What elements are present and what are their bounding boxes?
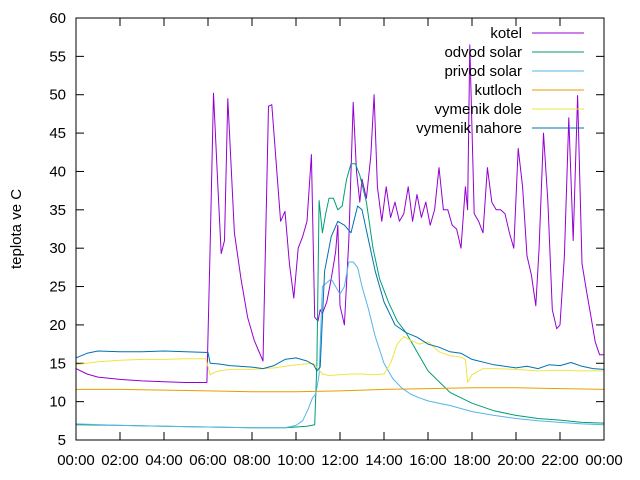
legend-label: odvod solar [444, 44, 522, 61]
y-tick-label: 20 [49, 317, 66, 334]
series-line-0 [76, 44, 604, 383]
x-tick-label: 00:00 [57, 452, 95, 469]
x-tick-label: 06:00 [189, 452, 227, 469]
legend-label: vymenik nahore [416, 120, 522, 137]
legend: kotel odvod solar privod solar kutloch vymen… [416, 25, 584, 137]
x-tick-label: 10:00 [277, 452, 315, 469]
x-tick-label: 12:00 [321, 452, 359, 469]
y-tick-label: 30 [49, 240, 66, 257]
y-tick-label: 10 [49, 394, 66, 411]
x-tick-label: 16:00 [409, 452, 447, 469]
series-line-4 [76, 335, 604, 383]
series-layer [76, 44, 604, 429]
y-axis-label: teplota ve C [8, 189, 25, 269]
x-tick-label: 18:00 [453, 452, 491, 469]
series-line-1 [76, 163, 604, 429]
legend-label: kutloch [474, 82, 522, 99]
x-tick-label: 14:00 [365, 452, 403, 469]
legend-label: privod solar [444, 63, 522, 80]
y-tick-label: 25 [49, 279, 66, 296]
x-tick-label: 00:00 [585, 452, 623, 469]
y-tick-label: 40 [49, 163, 66, 180]
y-tick-label: 45 [49, 125, 66, 142]
series-line-2 [76, 261, 604, 429]
x-tick-label: 08:00 [233, 452, 271, 469]
y-tick-label: 55 [49, 48, 66, 65]
x-tick-label: 02:00 [101, 452, 139, 469]
x-tick-label: 22:00 [541, 452, 579, 469]
axes: 5 10 15 20 25 30 35 40 45 50 55 60 00:00 02:00 04:00 06… [49, 10, 622, 469]
series-line-5 [76, 205, 604, 372]
y-tick-label: 35 [49, 202, 66, 219]
y-tick-label: 5 [58, 432, 66, 449]
legend-label: vymenik dole [434, 101, 522, 118]
y-tick-label: 50 [49, 87, 66, 104]
y-tick-label: 60 [49, 10, 66, 27]
legend-label: kotel [490, 25, 522, 42]
y-tick-label: 15 [49, 355, 66, 372]
x-tick-label: 20:00 [497, 452, 535, 469]
series-line-3 [76, 387, 604, 393]
x-tick-label: 04:00 [145, 452, 183, 469]
plot-frame [75, 17, 605, 441]
